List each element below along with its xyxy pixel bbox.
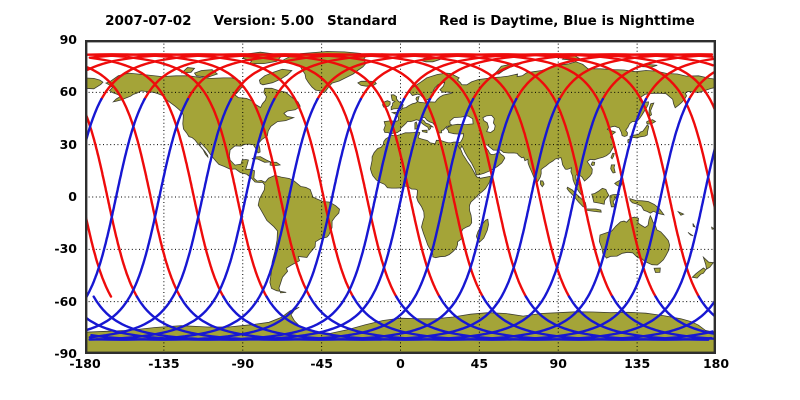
landmass-solomons [677,210,685,216]
landmass-new_caledonia [687,232,694,237]
x-tick-label: 180 [702,356,730,371]
landmass-nz_north_island [702,255,715,270]
title-version: Version: 5.00 [213,13,314,29]
landmass-chukotka_west_edge [85,77,104,90]
y-tick-label: 30 [59,136,77,152]
landmass-sakhalin [648,102,655,117]
chart-title: 2007-07-02 Version: 5.00 Standard Red is Da… [0,13,800,29]
landmass-nz_south_island [691,267,707,279]
landmass-sulawesi [609,194,620,208]
x-tick-label: -45 [310,356,333,371]
plot-area [85,40,716,354]
x-tick-label: -180 [69,356,101,371]
y-tick-label: -30 [54,241,77,257]
nighttime-track [85,97,716,341]
sea-caspian_sea [482,114,496,133]
x-tick-label: -135 [148,356,180,371]
x-tick-label: -90 [231,356,255,371]
landmass-taiwan [610,152,615,160]
y-tick-label: 60 [59,84,77,100]
landmass-sicily [421,129,428,134]
title-product: Standard [327,13,397,29]
landmass-fiji [710,226,716,230]
y-tick-label: 0 [68,189,77,204]
plot-frame [85,40,716,354]
landmass-borneo [591,187,610,205]
title-date: 2007-07-02 [105,13,192,29]
title-legend: Red is Daytime, Blue is Nighttime [439,13,695,29]
landmass-australia [598,214,671,266]
landmass-banks_island [180,67,196,74]
landmass-hainan [590,161,596,167]
x-tick-label: 0 [396,356,405,371]
y-tick-label: -90 [54,346,77,361]
landmass-americas [104,72,340,294]
x-tick-label: 135 [624,356,651,371]
landmass-sri_lanka [540,180,545,188]
landmass-java [584,208,602,213]
sea-black_sea [449,115,474,126]
x-tick-label: 90 [549,356,567,371]
daytime-track [85,53,716,298]
landmass-honshu [629,124,650,139]
y-tick-label: 90 [59,32,77,47]
landmass-eurasia_africa [369,61,716,259]
landmass-tasmania [653,267,661,273]
x-tick-label: 45 [470,356,489,371]
ground-tracks-layer [85,53,716,341]
landmass-cuba [251,156,272,163]
landmass-vanuatu [692,223,696,228]
landmass-new_guinea [629,198,665,216]
y-tick-label: -60 [54,293,77,309]
landmass-luzon [610,164,616,174]
